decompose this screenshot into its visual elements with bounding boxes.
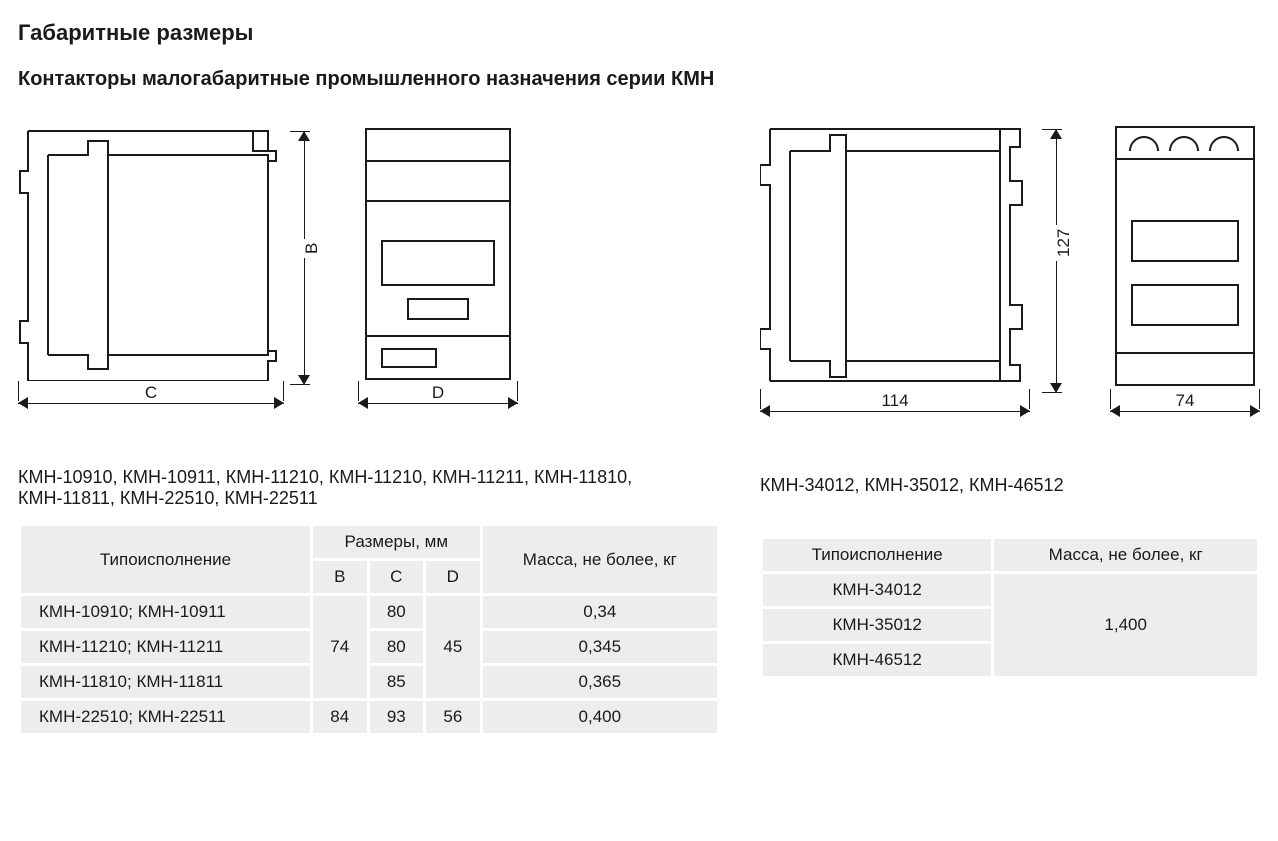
figure-front-2: 74: [1110, 121, 1260, 425]
table-row: КМН-10910; КМН-10911 74 80 45 0,34: [20, 595, 719, 630]
th-B: B: [311, 560, 368, 595]
table-row: КМН-11810; КМН-11811 85 0,365: [20, 665, 719, 700]
table-row: КМН-22510; КМН-22511 84 93 56 0,400: [20, 700, 719, 735]
left-models: КМН-10910, КМН-10911, КМН-11210, КМН-112…: [18, 467, 720, 509]
th-type-r: Типоисполнение: [762, 538, 993, 573]
table-row: КМН-11210; КМН-11211 80 0,345: [20, 630, 719, 665]
dim-D-label: D: [428, 383, 448, 403]
left-group: B C: [18, 121, 720, 736]
drawing-side: [18, 121, 284, 381]
dim-C-label: C: [141, 383, 161, 403]
figures-row: B C: [18, 121, 1260, 736]
figure-front: D: [358, 121, 518, 417]
page-title: Габаритные размеры: [18, 20, 1260, 46]
figure-side: B C: [18, 121, 318, 417]
th-C: C: [368, 560, 425, 595]
page-subtitle: Контакторы малогабаритные промышленного …: [18, 68, 1260, 91]
drawing-front-2: [1110, 121, 1260, 389]
th-mass-r: Масса, не более, кг: [993, 538, 1259, 573]
dim-74-label: 74: [1172, 391, 1199, 411]
dim-114-label: 114: [877, 391, 912, 411]
dim-B-label: B: [302, 239, 322, 258]
drawing-front: [358, 121, 518, 381]
table-row: КМН-34012 1,400: [762, 573, 1259, 608]
th-dims: Размеры, мм: [311, 525, 481, 560]
right-table: Типоисполнение Масса, не более, кг КМН-3…: [760, 536, 1260, 679]
th-mass: Масса, не более, кг: [481, 525, 718, 595]
right-models: КМН-34012, КМН-35012, КМН-46512: [760, 475, 1260, 496]
th-D: D: [425, 560, 482, 595]
right-group: 127 114: [760, 121, 1260, 736]
left-table: Типоисполнение Размеры, мм Масса, не бол…: [18, 523, 720, 736]
drawing-side-2: [760, 121, 1030, 389]
dim-127-label: 127: [1054, 225, 1074, 261]
th-type: Типоисполнение: [20, 525, 312, 595]
figure-side-2: 127 114: [760, 121, 1070, 425]
